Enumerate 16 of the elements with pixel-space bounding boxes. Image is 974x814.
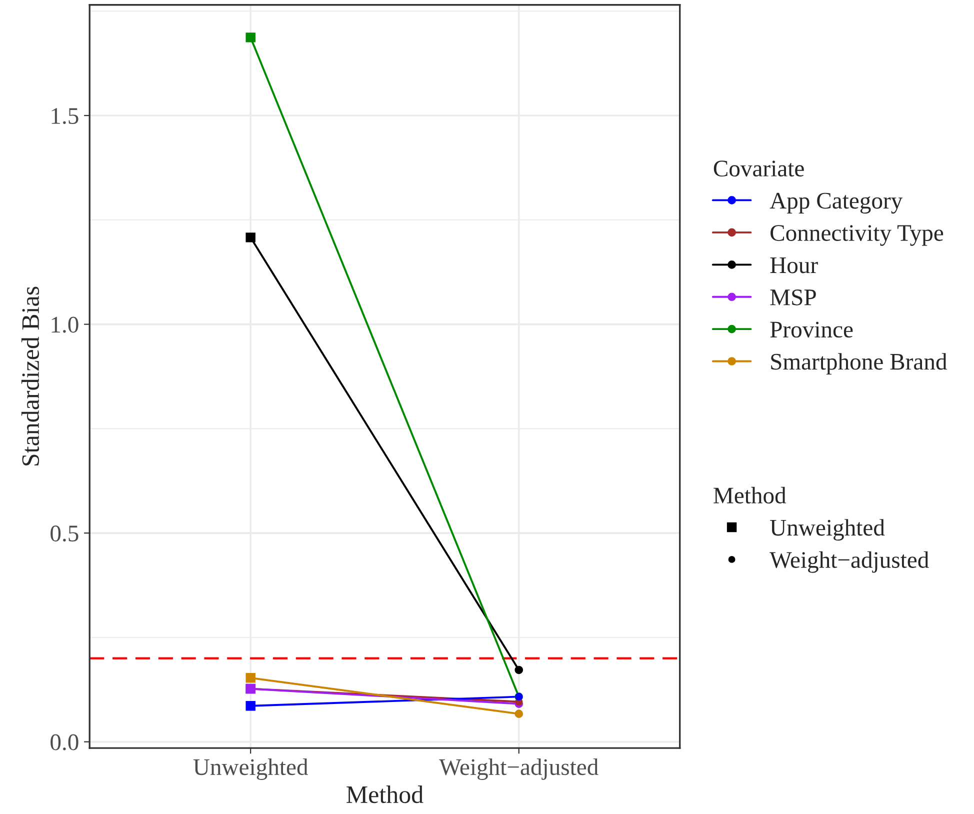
legend-title: Covariate xyxy=(714,160,804,177)
text: Method xyxy=(346,786,424,804)
legend-label: Hour xyxy=(770,258,818,274)
y-tick-label: 0.5 xyxy=(50,526,78,542)
legend-label: Smartphone Brand xyxy=(771,353,947,375)
x-axis-title: Method xyxy=(714,486,786,504)
y-tick-label: 1.0 xyxy=(52,316,78,333)
y-tick-label: 1.5 xyxy=(52,108,78,124)
legend-label: MSP xyxy=(770,290,816,306)
legend-label: Connectivity Type xyxy=(770,225,944,246)
legend-label: App Category xyxy=(770,192,903,214)
legend-label: Province xyxy=(770,322,853,338)
category-label: Unweighted xyxy=(770,519,885,541)
y-axis-title: Standardized Bias xyxy=(21,286,40,466)
y-tick-label: 0.0 xyxy=(50,734,78,750)
category-label: Weight−adjusted xyxy=(770,551,929,573)
